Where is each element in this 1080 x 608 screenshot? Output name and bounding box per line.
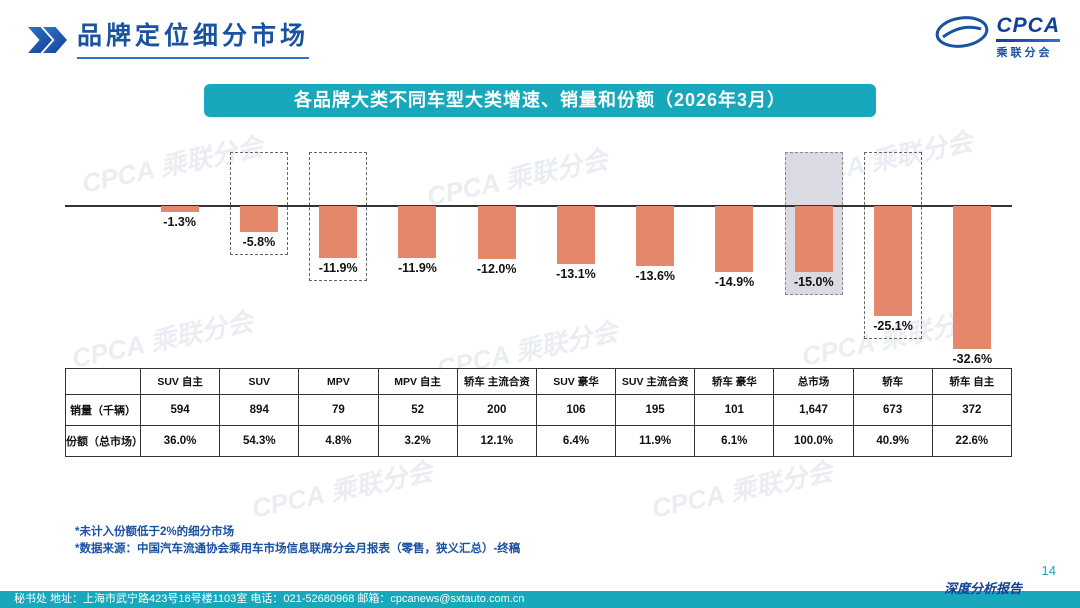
bar [636, 206, 675, 266]
table-cell: 52 [377, 394, 458, 426]
bar-chart: -1.3% -5.8% -11.9% -11.9% -12.0% -13.1% -13.6%… [65, 150, 1012, 370]
footer-bar: 秘书处 地址：上海市武宁路423号18号楼1103室 电话：021-526809… [0, 591, 1080, 608]
bar [239, 206, 278, 232]
table-cell: 54.3% [219, 425, 300, 457]
bar-value-label: -25.1% [873, 319, 913, 334]
chart-column-10: -25.1% [853, 150, 932, 370]
table-row: 销量（千辆） 594 894 79 52 200 106 195 101 1,647 673 372 [65, 394, 1013, 426]
table-cell: 1,647 [773, 394, 854, 426]
report-type-label: 深度分析报告 [943, 581, 1022, 596]
table-header-row: SUV 自主 SUV MPV MPV 自主 轿车 主流合资 SUV 豪华 SUV 主流合资轿… [65, 368, 1013, 395]
bar-value-label: -15.0% [793, 275, 834, 289]
bar-value-label: -11.9% [397, 261, 437, 276]
table-cell: 22.6% [931, 425, 1013, 457]
table-cell: 372 [931, 394, 1013, 426]
table-row-label: 销量（千辆） [65, 394, 141, 426]
chart-column-5: -12.0% [457, 150, 536, 370]
bar-value-label: -1.3% [163, 214, 196, 229]
chart-column-1: -1.3% [140, 150, 219, 370]
highlight-box [864, 152, 923, 340]
table-row: 份额（总市场） 36.0% 54.3% 4.8% 3.2% 12.1% 6.4% 11.9% 6… [65, 425, 1013, 457]
table-header-cell: SUV 主流合资 [615, 368, 696, 395]
bar [794, 206, 833, 272]
bar-value-label: -32.6% [952, 352, 993, 367]
table-header-cell: 轿车 [852, 368, 933, 395]
table-cell: 673 [852, 394, 933, 426]
cpca-logo-text: CPCA 乘联分会 [996, 14, 1060, 60]
bar [556, 206, 595, 264]
bar-value-label: -12.0% [476, 261, 517, 276]
table-cell: 11.9% [615, 425, 696, 457]
page-title: 品牌定位细分市场 [77, 16, 310, 59]
table-cell: 594 [139, 394, 221, 426]
table-header-cell: 轿车 豪华 [694, 368, 775, 395]
table-cell: 200 [456, 394, 537, 426]
bar-value-label: -14.9% [714, 274, 755, 289]
watermark: CPCA 乘联分会 [649, 456, 836, 524]
bar [398, 206, 437, 259]
zero-axis-line [65, 205, 1012, 207]
highlight-box [229, 152, 288, 255]
double-chevron-icon [28, 27, 67, 53]
table-cell: 12.1% [456, 425, 537, 457]
cpca-logo: CPCA 乘联分会 [935, 14, 1060, 60]
chart-column-9: -15.0% [774, 150, 853, 370]
chart-column-4: -11.9% [378, 150, 457, 370]
data-table-wrap: SUV 自主 SUV MPV MPV 自主 轿车 主流合资 SUV 豪华 SUV 主流合资轿… [65, 368, 1013, 457]
page-number: 14 [1041, 563, 1056, 578]
footnote-line: *未计入份额低于2%的细分市场 [75, 526, 235, 538]
bar-value-label: -11.9% [318, 261, 358, 276]
highlight-box [309, 152, 368, 282]
bar [319, 206, 358, 259]
table-cell: 100.0% [773, 425, 854, 457]
table-corner-cell [65, 368, 141, 395]
chart-column-6: -13.1% [536, 150, 615, 370]
chart-column-2: -5.8% [219, 150, 298, 370]
chart-column-7: -13.6% [616, 150, 695, 370]
footnotes: *未计入份额低于2%的细分市场 *数据来源：中国汽车流通协会乘用车市场信息联席分… [75, 524, 520, 558]
header: 品牌定位细分市场 [28, 16, 310, 59]
table-cell: 6.1% [694, 425, 775, 457]
bar [953, 206, 992, 350]
table-header-cell: 轿车 主流合资 [456, 368, 537, 395]
table-cell: 36.0% [139, 425, 221, 457]
table-header-cell: 轿车 自主 [931, 368, 1013, 395]
table-cell: 195 [615, 394, 696, 426]
logo-name: CPCA [996, 14, 1060, 37]
table-header-cell: SUV 自主 [139, 368, 221, 395]
bar [477, 206, 516, 259]
table-header-cell: SUV [219, 368, 300, 395]
chart-columns: -1.3% -5.8% -11.9% -11.9% -12.0% -13.1% -13.6%… [140, 150, 1012, 370]
table-cell: 40.9% [852, 425, 933, 457]
footnote-line: *数据来源：中国汽车流通协会乘用车市场信息联席分会月报表（零售，狭义汇总）-终稿 [75, 543, 521, 555]
table-header-cell: 总市场 [773, 368, 854, 395]
bar-value-label: -13.1% [556, 266, 596, 281]
bar [715, 206, 754, 272]
table-cell: 894 [219, 394, 300, 426]
table-cell: 79 [298, 394, 379, 426]
chart-column-3: -11.9% [299, 150, 378, 370]
table-header-cell: MPV 自主 [377, 368, 458, 395]
table-header-cell: MPV [298, 368, 379, 395]
bar-value-label: -13.6% [635, 268, 676, 283]
data-table: SUV 自主 SUV MPV MPV 自主 轿车 主流合资 SUV 豪华 SUV 主流合资轿… [65, 368, 1013, 457]
logo-divider [996, 39, 1060, 42]
logo-subtitle: 乘联分会 [996, 47, 1053, 59]
chart-title-banner: 各品牌大类不同车型大类增速、销量和份额（2026年3月） [204, 84, 876, 117]
table-header-cell: SUV 豪华 [535, 368, 617, 395]
bar [160, 206, 199, 212]
watermark: CPCA 乘联分会 [249, 456, 436, 524]
table-cell: 4.8% [298, 425, 379, 457]
cpca-logo-ellipse-icon [936, 16, 989, 48]
table-cell: 6.4% [535, 425, 617, 457]
chart-column-8: -14.9% [695, 150, 774, 370]
table-cell: 101 [694, 394, 775, 426]
bar [874, 206, 913, 317]
table-row-label: 份额（总市场） [65, 425, 141, 457]
chart-column-11: -32.6% [933, 150, 1012, 370]
table-cell: 3.2% [377, 425, 458, 457]
table-cell: 106 [535, 394, 617, 426]
bar-value-label: -5.8% [242, 234, 276, 249]
